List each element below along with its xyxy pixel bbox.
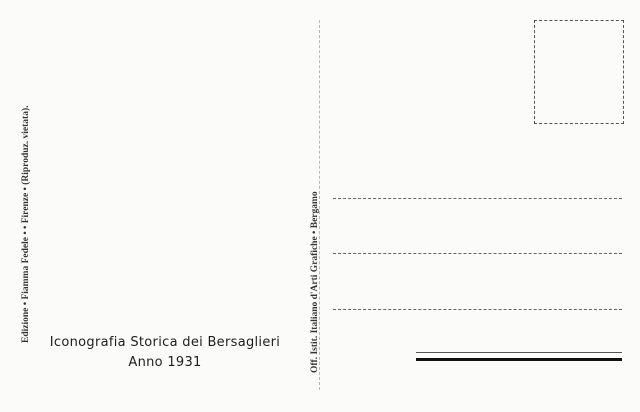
postcard-year: Anno 1931 <box>128 355 202 370</box>
address-line-4 <box>416 352 622 353</box>
address-underline <box>416 358 622 361</box>
address-line-1 <box>333 198 622 199</box>
postcard-title: Iconografia Storica dei Bersaglieri <box>49 335 281 350</box>
publisher-imprint: Edizione • Fiamma Fedele • • Firenze • (… <box>21 105 31 343</box>
address-line-2 <box>333 253 622 254</box>
center-divider <box>319 20 320 390</box>
stamp-box <box>534 20 624 124</box>
address-line-3 <box>333 309 622 310</box>
